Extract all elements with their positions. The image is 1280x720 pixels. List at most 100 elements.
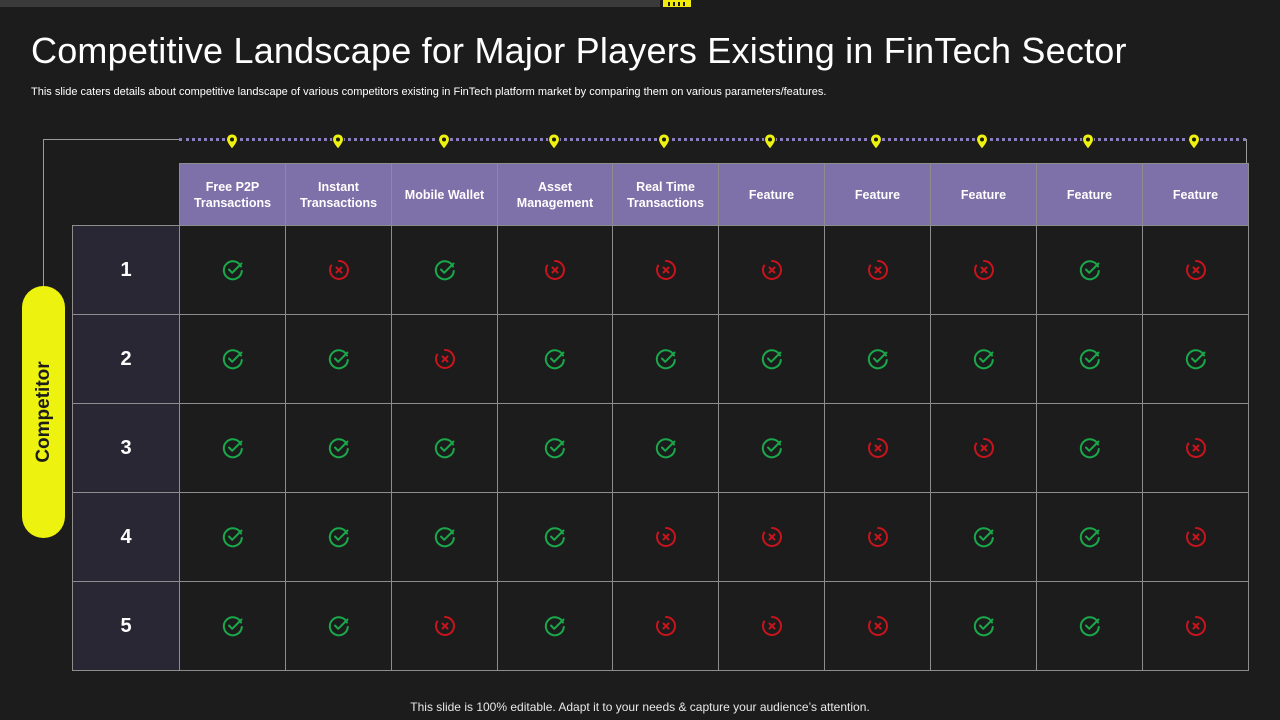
check-circle-icon [1185, 349, 1207, 370]
connector-line [43, 139, 180, 287]
map-pin-icon [331, 133, 345, 153]
check-circle-icon [544, 438, 566, 459]
table-cell [612, 314, 719, 404]
x-circle-icon [1185, 527, 1207, 547]
table-cell [285, 581, 392, 671]
competitor-number: 5 [72, 581, 180, 671]
table-cell [1142, 581, 1249, 671]
check-circle-icon [328, 616, 350, 637]
column-header: Instant Transactions [285, 163, 392, 226]
check-circle-icon [434, 260, 456, 281]
column-header: Feature [824, 163, 931, 226]
check-circle-icon [328, 527, 350, 548]
x-circle-icon [973, 260, 995, 280]
table-cell [497, 581, 613, 671]
table-cell [718, 314, 825, 404]
table-cell [612, 492, 719, 582]
table-cell [391, 492, 498, 582]
check-circle-icon [761, 349, 783, 370]
table-cell [612, 225, 719, 315]
table-cell [718, 581, 825, 671]
check-circle-icon [973, 527, 995, 548]
table-cell [824, 492, 931, 582]
column-header: Real Time Transactions [612, 163, 719, 226]
table-cell [824, 314, 931, 404]
x-circle-icon [544, 260, 566, 280]
check-circle-icon [761, 438, 783, 459]
check-circle-icon [1079, 260, 1101, 281]
table-cell [285, 225, 392, 315]
table-cell [612, 581, 719, 671]
x-circle-icon [761, 616, 783, 636]
check-circle-icon [222, 260, 244, 281]
map-pin-icon [547, 133, 561, 153]
connector-line-right [1246, 139, 1247, 163]
x-circle-icon [655, 527, 677, 547]
table-cell [179, 403, 286, 493]
corner-cell [73, 164, 180, 226]
table-cell [718, 403, 825, 493]
table-cell [285, 314, 392, 404]
table-cell [391, 225, 498, 315]
table-cell [391, 581, 498, 671]
table-row: 4 [72, 492, 1249, 582]
table-cell [497, 314, 613, 404]
map-pin-icon [657, 133, 671, 153]
competitor-pill: Competitor [22, 286, 65, 538]
check-circle-icon [1079, 349, 1101, 370]
table-row: 2 [72, 314, 1249, 404]
table-cell [718, 225, 825, 315]
check-circle-icon [973, 616, 995, 637]
competitor-number: 2 [72, 314, 180, 404]
table-cell [1142, 492, 1249, 582]
check-circle-icon [655, 438, 677, 459]
table-cell [1036, 403, 1143, 493]
competitor-number: 1 [72, 225, 180, 315]
table-cell [1036, 314, 1143, 404]
table-cell [930, 314, 1037, 404]
table-cell [179, 314, 286, 404]
table-cell [930, 403, 1037, 493]
x-circle-icon [867, 438, 889, 458]
map-pin-icon [1081, 133, 1095, 153]
check-circle-icon [328, 438, 350, 459]
table-cell [497, 492, 613, 582]
x-circle-icon [434, 349, 456, 369]
column-header: Mobile Wallet [391, 163, 498, 226]
comparison-table: Free P2P Transactions Instant Transaction… [72, 163, 1249, 671]
check-circle-icon [222, 616, 244, 637]
top-bar-decoration [0, 0, 660, 7]
check-circle-icon [222, 349, 244, 370]
check-circle-icon [328, 349, 350, 370]
top-accent-decoration [663, 0, 691, 7]
table-cell [824, 225, 931, 315]
table-cell [824, 581, 931, 671]
table-cell [1036, 492, 1143, 582]
table-cell [824, 403, 931, 493]
check-circle-icon [655, 349, 677, 370]
x-circle-icon [1185, 438, 1207, 458]
competitor-number: 4 [72, 492, 180, 582]
table-cell [1142, 225, 1249, 315]
x-circle-icon [328, 260, 350, 280]
check-circle-icon [222, 527, 244, 548]
check-circle-icon [544, 349, 566, 370]
dotted-timeline [179, 138, 1246, 141]
check-circle-icon [1079, 527, 1101, 548]
table-cell [497, 225, 613, 315]
table-cell [1142, 314, 1249, 404]
table-cell [285, 492, 392, 582]
slide-title: Competitive Landscape for Major Players … [31, 30, 1127, 71]
table-cell [285, 403, 392, 493]
table-cell [930, 581, 1037, 671]
map-pin-icon [869, 133, 883, 153]
map-pin-icon [225, 133, 239, 153]
map-pin-icon [975, 133, 989, 153]
table-cell [1036, 581, 1143, 671]
check-circle-icon [1079, 616, 1101, 637]
map-pin-icon [1187, 133, 1201, 153]
header-row: Free P2P Transactions Instant Transaction… [73, 163, 1249, 226]
x-circle-icon [434, 616, 456, 636]
table-cell [1142, 403, 1249, 493]
table-cell [612, 403, 719, 493]
